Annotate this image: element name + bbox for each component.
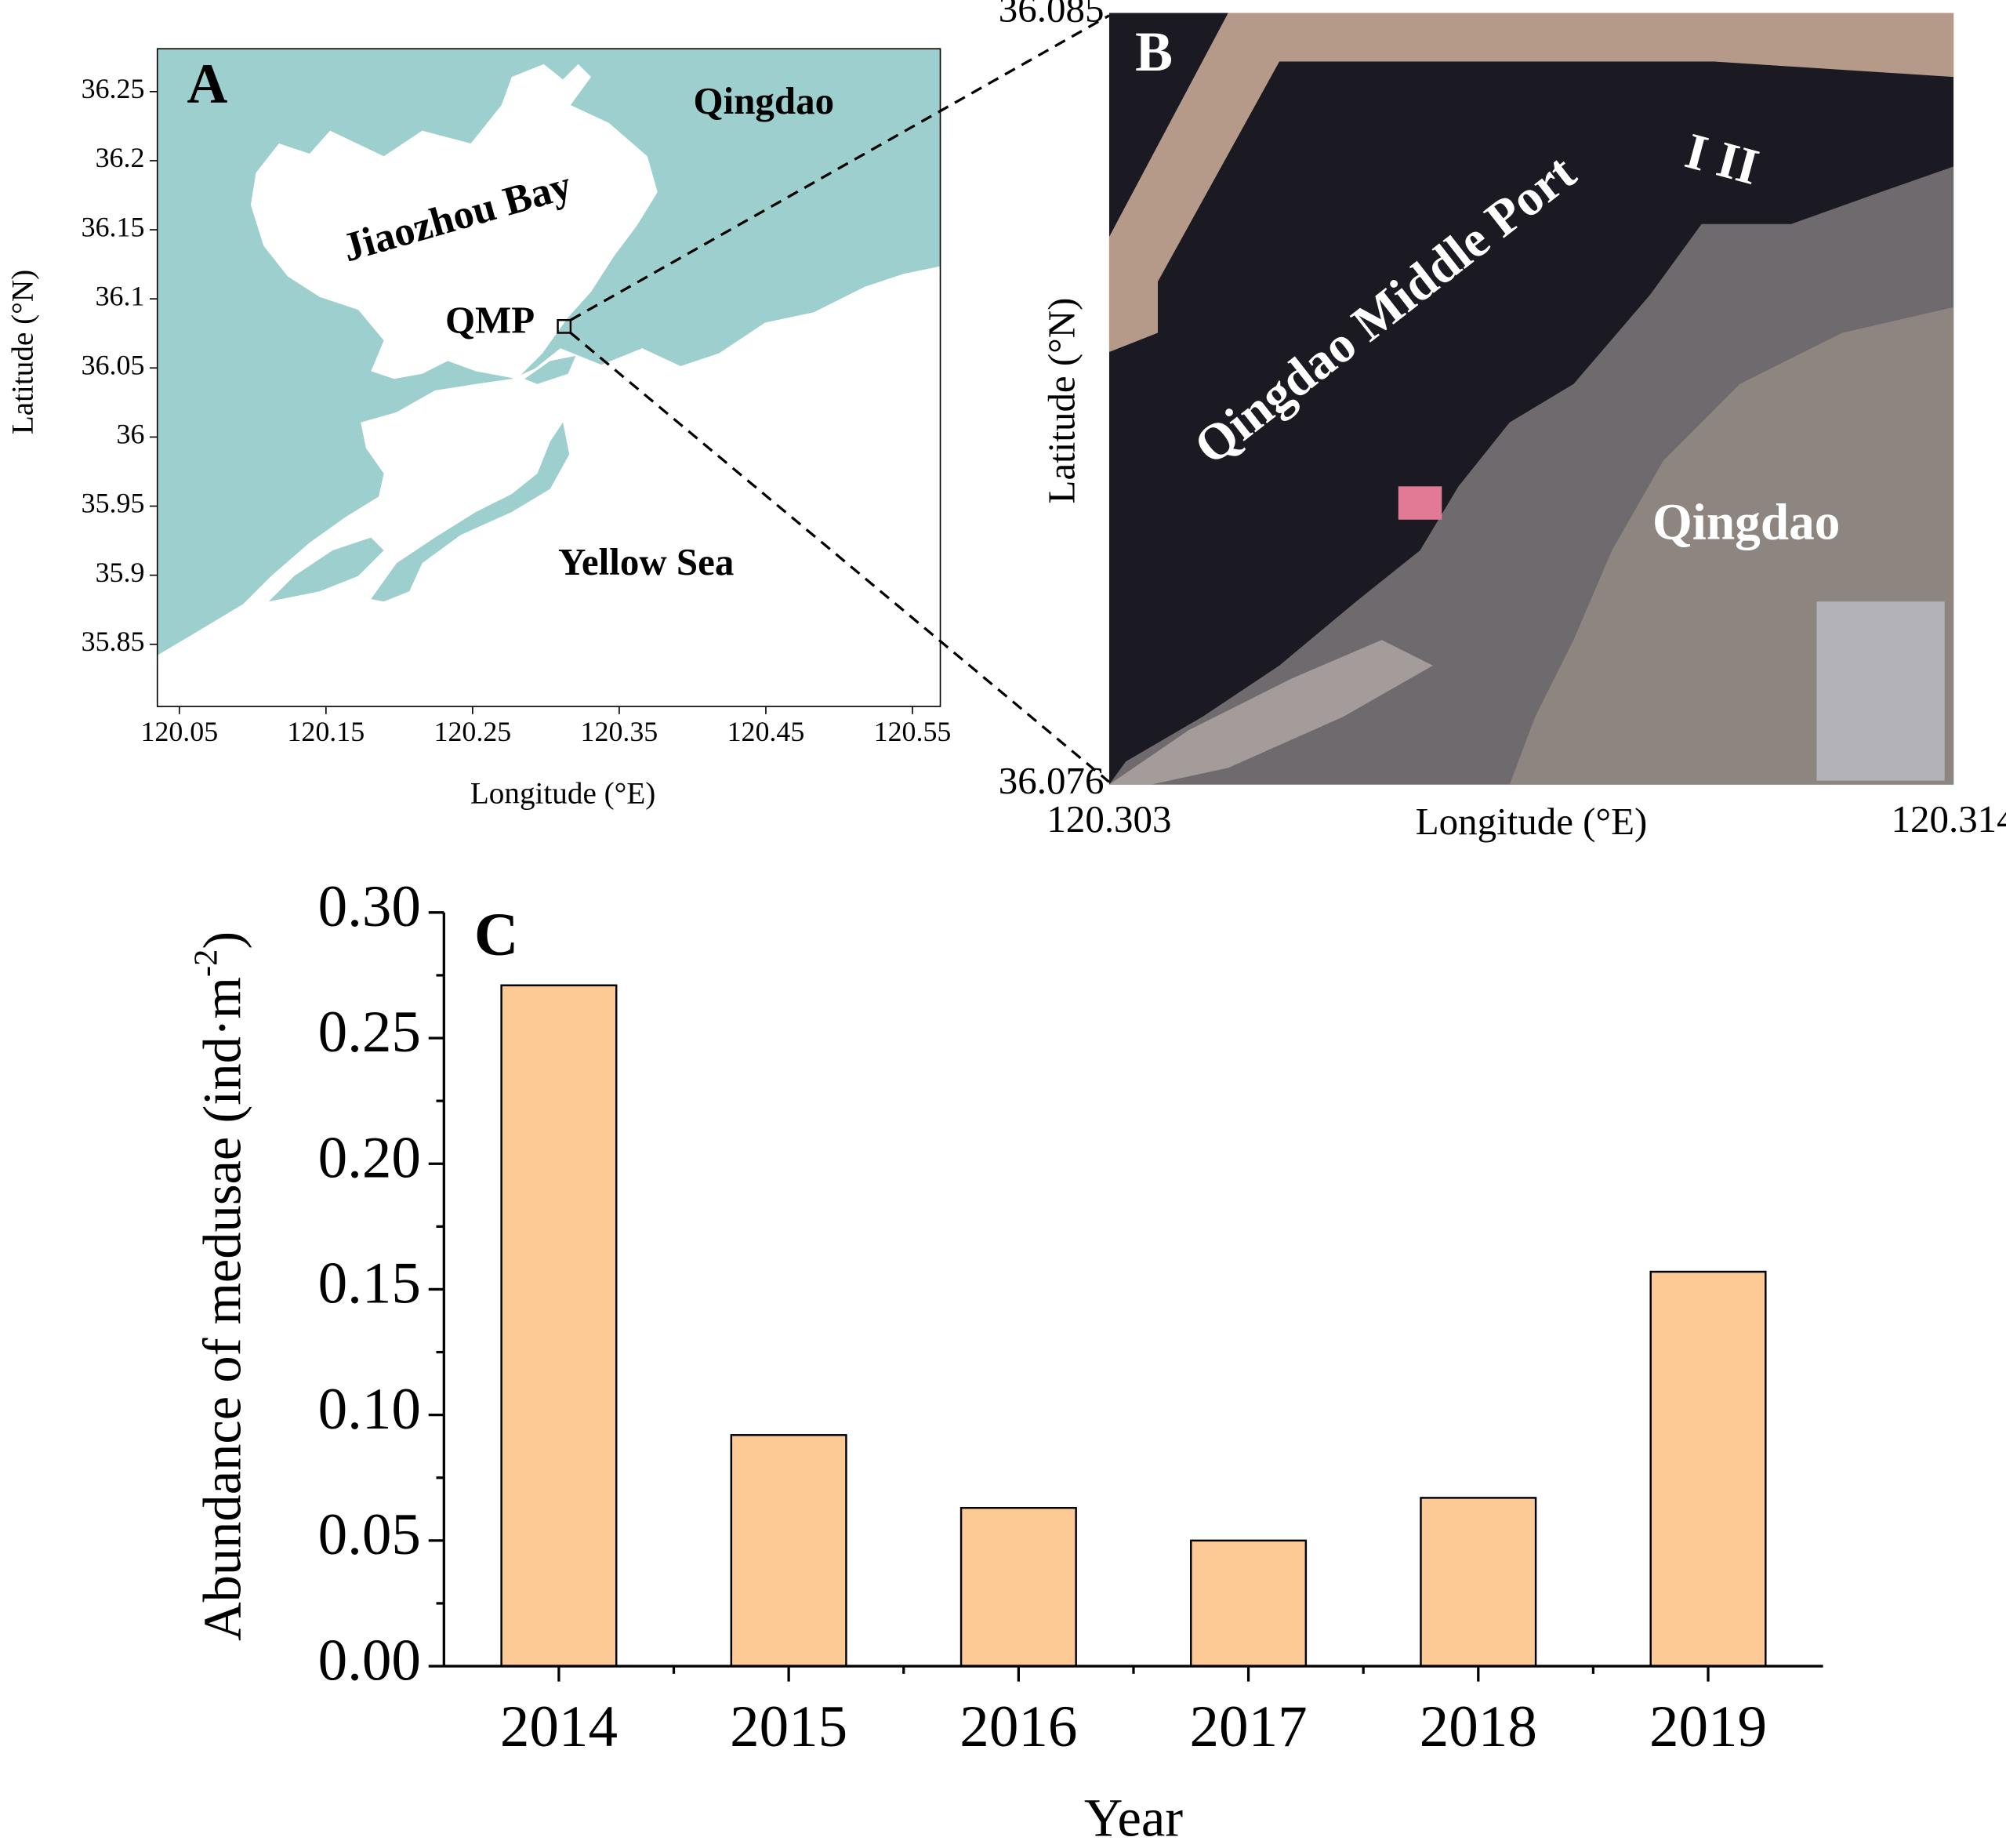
x-axis-label: Longitude (°E) — [470, 776, 655, 810]
x-tick-label: 2015 — [730, 1694, 847, 1759]
y-tick-label: 0.05 — [318, 1502, 421, 1567]
panel-label: C — [474, 900, 519, 968]
y-tick-label: 0.15 — [318, 1251, 421, 1316]
y-tick-label: 36.05 — [82, 350, 145, 381]
annotation: Qingdao — [1652, 495, 1840, 551]
x-tick-label: 120.15 — [287, 716, 365, 747]
annotation: Yellow Sea — [558, 540, 734, 583]
bar — [1649, 1270, 1767, 1668]
zoom-line — [569, 332, 1111, 783]
x-tick-label: 120.303 — [1047, 797, 1171, 840]
bar — [730, 1434, 847, 1668]
x-tick-label: 2017 — [1190, 1694, 1308, 1759]
y-tick-label: 36.1 — [96, 280, 145, 311]
y-tick-label: 36.25 — [82, 73, 145, 104]
annotation: QMP — [445, 298, 535, 341]
map-frame — [156, 48, 941, 707]
x-tick-label: 2018 — [1420, 1694, 1537, 1759]
y-axis-label: Latitude (°N) — [6, 270, 40, 434]
island-coast — [524, 355, 576, 384]
bar — [959, 1506, 1077, 1668]
peninsula — [371, 422, 570, 602]
peninsula — [268, 537, 384, 602]
zoom-line — [570, 14, 1110, 321]
x-tick-label: 120.35 — [581, 716, 658, 747]
x-tick-label: 120.45 — [727, 716, 805, 747]
buildings — [1816, 601, 1945, 781]
roof — [1398, 486, 1442, 520]
y-tick-label: 36.15 — [82, 211, 145, 242]
x-tick-label: 120.05 — [140, 716, 218, 747]
qmp-box — [557, 318, 572, 334]
y-axis-label-sup: -2 — [188, 949, 225, 977]
y-tick-label: 36.085 — [999, 0, 1105, 31]
y-tick-label: 0.20 — [318, 1125, 421, 1190]
y-tick-label: 0.00 — [318, 1628, 421, 1693]
map-a: A Qingdao Jiaozhou Bay QMP Yellow Sea Lo… — [6, 48, 941, 810]
bar — [500, 984, 618, 1668]
y-axis-label: Latitude (°N) — [1040, 298, 1083, 504]
y-tick-label: 35.9 — [96, 557, 145, 588]
x-tick-label: 2014 — [500, 1694, 618, 1759]
y-tick-label: 0.10 — [318, 1377, 421, 1442]
y-tick-label: 36.076 — [999, 759, 1105, 802]
x-tick-label: 2016 — [959, 1694, 1077, 1759]
y-tick-label: 0.25 — [318, 1000, 421, 1065]
x-tick-label: 2019 — [1649, 1694, 1767, 1759]
y-axis-label-end: ) — [192, 931, 252, 949]
x-tick-label: 120.25 — [434, 716, 512, 747]
x-axis-label: Year — [1084, 1788, 1183, 1848]
y-tick-label: 36.2 — [96, 142, 145, 173]
panel-label: A — [187, 53, 227, 115]
bar — [1420, 1497, 1537, 1668]
satellite-b: B Qingdao Middle Port I II Qingdao Longi… — [1040, 13, 1954, 843]
annotation: Qingdao — [694, 79, 835, 122]
bar — [1190, 1539, 1308, 1668]
y-tick-label: 36 — [117, 419, 145, 450]
y-tick-label: 0.30 — [318, 874, 421, 939]
pier — [1108, 13, 1954, 352]
y-tick-label: 35.95 — [82, 488, 145, 519]
x-tick-label: 120.55 — [874, 716, 952, 747]
y-tick-label: 35.85 — [82, 626, 145, 657]
x-tick-label: 120.314 — [1892, 797, 2006, 840]
bar-chart-c: C Year Abundance of medusae (ind·m-2) — [188, 900, 1184, 1848]
jiaozhou-bay-water — [250, 64, 658, 379]
y-axis-label: Abundance of medusae (ind·m-2) — [188, 931, 252, 1641]
y-axis-label-main: Abundance of medusae (ind·m — [192, 977, 252, 1641]
panel-label: B — [1135, 20, 1173, 83]
quay — [1108, 640, 1433, 785]
x-axis-label: Longitude (°E) — [1416, 800, 1648, 843]
